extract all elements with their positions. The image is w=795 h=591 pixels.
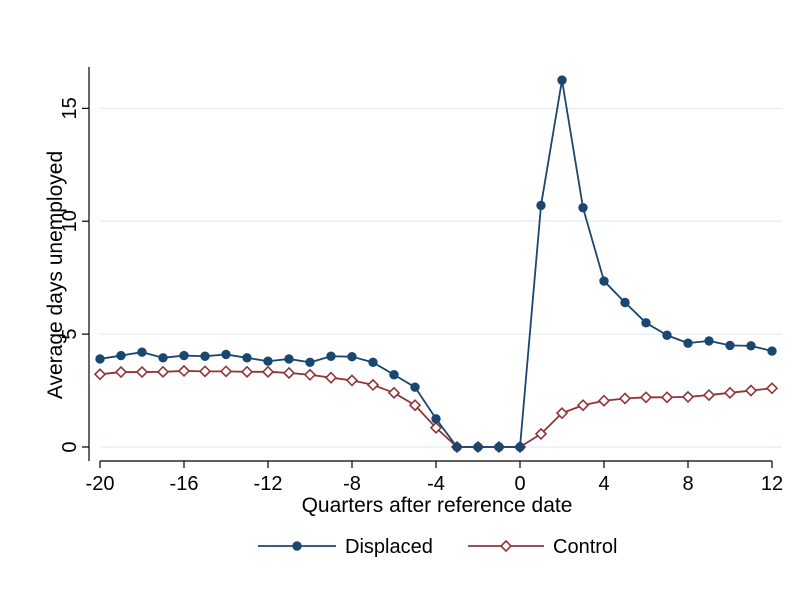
y-tick-label: 0 [59,441,81,452]
legend: Displaced Control [258,536,617,558]
y-tick-label: 15 [59,97,81,119]
data-point-control [429,421,443,434]
x-tick-label: -4 [427,473,445,495]
data-point-control [366,378,380,392]
y-tick-label: 5 [59,329,81,340]
y-tick-label: 10 [59,210,81,232]
data-point-displaced [305,357,315,368]
x-tick-label: 4 [598,473,609,495]
legend-label-control: Control [553,536,617,558]
legend-marker-control [499,539,513,553]
data-point-displaced [515,442,525,452]
data-point-control [177,364,191,378]
data-point-control [681,390,695,404]
x-tick-label: -12 [254,473,283,495]
data-point-control [765,382,779,395]
axes: 0 5 10 15 -20 -16 -12 -8 -4 0 4 8 12 [59,67,783,495]
data-point-displaced [284,354,294,364]
data-point-control [156,365,170,378]
data-point-control [345,374,359,387]
data-point-displaced [368,357,378,368]
data-point-displaced [221,349,231,360]
data-point-displaced [137,347,147,357]
data-point-displaced [179,350,189,361]
data-point-control [576,399,590,412]
data-point-control [93,368,107,381]
data-point-control [618,392,632,405]
data-point-control [114,365,128,379]
x-tick-label: -16 [170,473,199,495]
data-point-displaced [242,353,252,363]
data-point-control [555,407,569,420]
data-point-displaced [200,351,210,361]
data-point-displaced [599,276,609,286]
data-point-displaced [389,370,399,380]
data-point-control [261,365,275,378]
data-point-displaced [620,297,630,308]
data-point-control [135,365,149,379]
data-point-displaced [158,353,168,363]
data-point-displaced [326,351,336,361]
data-point-control [702,388,716,402]
legend-marker-displaced [292,541,302,551]
data-point-displaced [116,350,126,361]
x-tick-label: 12 [761,473,783,495]
data-point-displaced [662,330,672,340]
data-point-displaced [431,414,441,424]
x-tick-label: -8 [343,473,361,495]
gridlines [100,107,782,448]
data-point-control [597,394,611,407]
series-group [93,75,779,454]
data-point-displaced [452,442,462,452]
data-point-control [660,391,674,404]
data-point-displaced [557,75,567,85]
data-point-displaced [536,200,546,211]
data-point-displaced [641,318,651,328]
legend-item-displaced: Displaced [258,536,433,558]
data-point-displaced [704,336,714,346]
data-point-displaced [494,442,504,452]
data-point-displaced [95,354,105,364]
x-axis-title: Quarters after reference date [302,494,573,517]
y-axis-title: Average days unemployed [44,151,67,399]
data-point-displaced [410,382,420,392]
data-point-displaced [263,356,273,366]
data-point-control [324,371,338,384]
x-tick-label: 0 [514,473,525,495]
data-point-control [219,365,233,378]
data-point-control [408,399,422,412]
data-point-control [639,391,653,404]
data-point-displaced [347,351,357,362]
data-point-control [723,386,737,399]
data-point-control [240,365,254,378]
data-point-displaced [578,202,588,213]
x-tick-label: -20 [86,473,115,495]
data-point-control [303,368,317,381]
data-point-displaced [683,338,693,348]
data-point-displaced [725,340,735,351]
data-point-control [282,366,296,380]
data-point-displaced [767,346,777,356]
legend-label-displaced: Displaced [345,536,433,558]
x-tick-label: 8 [682,473,693,495]
legend-item-control: Control [468,536,617,558]
data-point-control [744,384,758,397]
data-point-control [534,427,548,441]
series-displaced [95,75,777,452]
data-point-control [387,386,401,399]
data-point-displaced [746,341,756,351]
data-point-displaced [473,442,483,452]
data-point-control [198,365,212,378]
